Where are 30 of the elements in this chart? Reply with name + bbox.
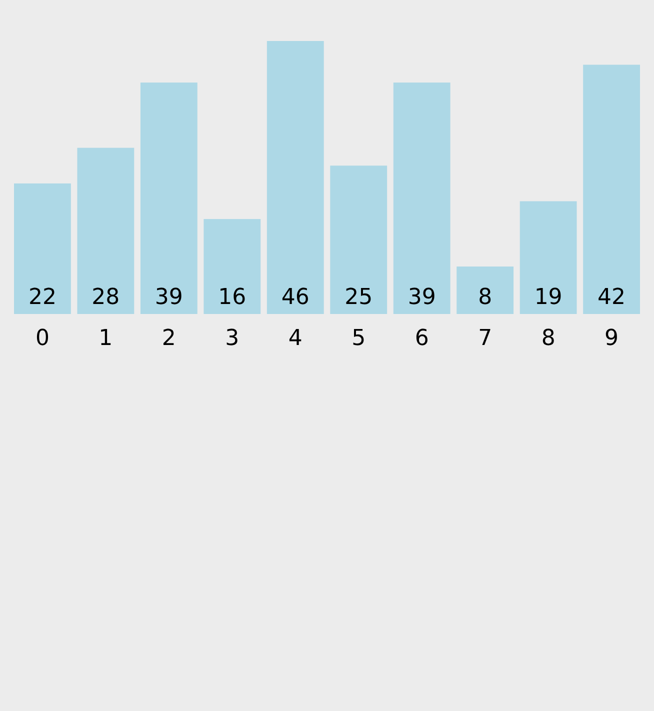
x-tick-label: 3 <box>225 326 240 351</box>
x-tick-label: 6 <box>414 326 429 351</box>
data-label: 42 <box>598 285 626 310</box>
bar <box>140 82 198 314</box>
data-label: 28 <box>92 285 120 310</box>
x-tick-label: 5 <box>352 326 366 351</box>
bar <box>330 166 388 314</box>
bar <box>204 219 261 314</box>
bar <box>77 148 134 314</box>
x-tick-label: 9 <box>604 326 619 351</box>
bar <box>266 41 324 314</box>
bar <box>14 183 71 314</box>
data-label: 25 <box>344 285 373 310</box>
x-tick-label: 4 <box>288 326 302 351</box>
x-tick-label: 7 <box>478 326 492 351</box>
bar <box>520 201 577 314</box>
bar <box>583 64 640 314</box>
x-tick-label: 2 <box>162 326 176 351</box>
bar <box>456 266 514 314</box>
data-label: 16 <box>218 285 246 310</box>
data-label: 39 <box>154 285 183 310</box>
data-label: 46 <box>281 285 310 310</box>
data-label: 39 <box>408 285 436 310</box>
bar <box>393 82 450 314</box>
x-tick-label: 1 <box>98 326 113 351</box>
x-tick-label: 8 <box>541 326 556 351</box>
data-label: 19 <box>534 285 562 310</box>
data-label: 22 <box>28 285 56 310</box>
data-label: 8 <box>478 285 492 310</box>
x-tick-label: 0 <box>35 326 50 351</box>
